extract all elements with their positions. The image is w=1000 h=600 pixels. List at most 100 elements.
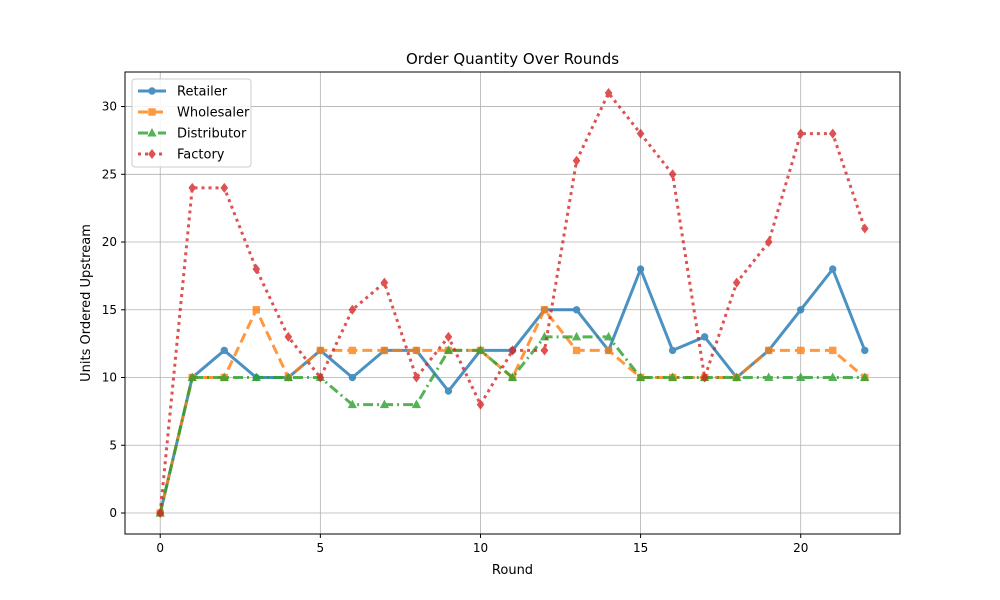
wholesaler-series [156,306,869,517]
retailer-point [348,373,357,382]
factory-point [252,264,261,275]
wholesaler-point [829,346,837,355]
distributor-point [860,372,870,382]
distributor-point [667,372,678,382]
factory-point [412,372,421,383]
distributor-point [475,345,486,354]
factory-point [156,507,165,519]
wholesaler-line [158,308,866,514]
factory-point [316,372,325,383]
legend-marker-factory [148,148,156,160]
distributor-point [635,372,646,382]
y-tick-label: 30 [102,100,117,114]
axis-ticks: 0 5 10 15 20 0 5 10 15 20 25 30 [102,100,809,555]
factory-point [380,277,389,288]
wholesaler-point [764,346,773,355]
retailer-series [156,265,869,517]
y-tick-label: 15 [102,303,117,317]
x-tick-label: 10 [473,541,488,555]
distributor-point [571,331,582,341]
wholesaler-point [380,346,389,355]
legend-entry-factory: Factory [138,148,225,163]
legend-label-distributor: Distributor [177,127,247,142]
legend-marker-wholesaler [148,108,156,116]
retailer-line [158,267,867,514]
wholesaler-point [316,346,325,355]
distributor-point [764,372,774,382]
distributor-point [603,331,614,341]
wholesaler-point [797,346,805,355]
x-tick-label: 20 [793,541,808,555]
wholesaler-point [412,346,421,355]
distributor-point [283,372,293,382]
plot-frame [124,71,901,535]
factory-point [476,399,485,410]
y-tick-label: 10 [102,371,117,385]
legend: Retailer Wholesaler Distributor Factory [131,78,252,168]
distributor-point [507,372,518,382]
factory-point [540,345,549,356]
wholesaler-point [540,306,549,314]
factory-point [508,345,517,356]
factory-point [668,169,677,180]
retailer-point [572,306,581,314]
legend-box [131,78,252,168]
factory-point [860,223,869,234]
legend-entry-retailer: Retailer [138,85,228,100]
distributor-point [796,372,806,382]
factory-point [764,237,773,248]
chart-title: Order Quantity Over Rounds [406,50,619,68]
factory-point [796,128,805,139]
y-tick-label: 20 [102,235,117,249]
wholesaler-point [572,346,581,355]
retailer-point [829,265,837,273]
y-axis-label: Units Ordered Upstream [79,224,94,382]
factory-point [572,155,581,166]
distributor-line [158,335,865,514]
distributor-point [732,372,742,382]
factory-point [828,128,837,139]
x-tick-label: 15 [633,541,648,555]
legend-label-wholesaler: Wholesaler [177,106,250,121]
retailer-point [700,333,709,341]
retailer-point [220,346,228,355]
distributor-point [411,399,422,409]
x-tick-label: 0 [156,541,164,555]
factory-point [220,182,229,193]
distributor-point [219,372,229,382]
distributor-point [443,345,454,354]
distributor-point [828,372,838,382]
retailer-point [861,346,869,355]
distributor-point [379,399,390,409]
distributor-point [347,399,358,409]
legend-label-retailer: Retailer [177,85,228,100]
factory-line [158,91,867,514]
y-tick-label: 25 [102,167,117,181]
retailer-point [668,346,677,355]
factory-point [604,87,613,99]
factory-point [700,372,709,383]
legend-label-factory: Factory [177,148,225,163]
y-tick-label: 5 [109,438,117,452]
factory-point [636,128,645,139]
wholesaler-point [604,346,613,355]
factory-point [444,331,453,342]
retailer-point [444,387,453,395]
legend-entry-wholesaler: Wholesaler [138,106,250,121]
series-layer [155,87,870,519]
distributor-point [187,372,197,382]
factory-series [156,87,869,519]
legend-marker-retailer [148,87,156,95]
y-tick-label: 0 [109,506,117,520]
x-tick-label: 5 [317,541,325,555]
distributor-series [155,331,870,517]
legend-marker-distributor [147,127,157,137]
retailer-point [636,265,645,273]
legend-entry-distributor: Distributor [138,127,247,142]
distributor-point [251,372,261,382]
factory-point [348,304,357,315]
retailer-point [797,306,805,314]
factory-point [732,277,741,288]
factory-point [188,182,197,193]
